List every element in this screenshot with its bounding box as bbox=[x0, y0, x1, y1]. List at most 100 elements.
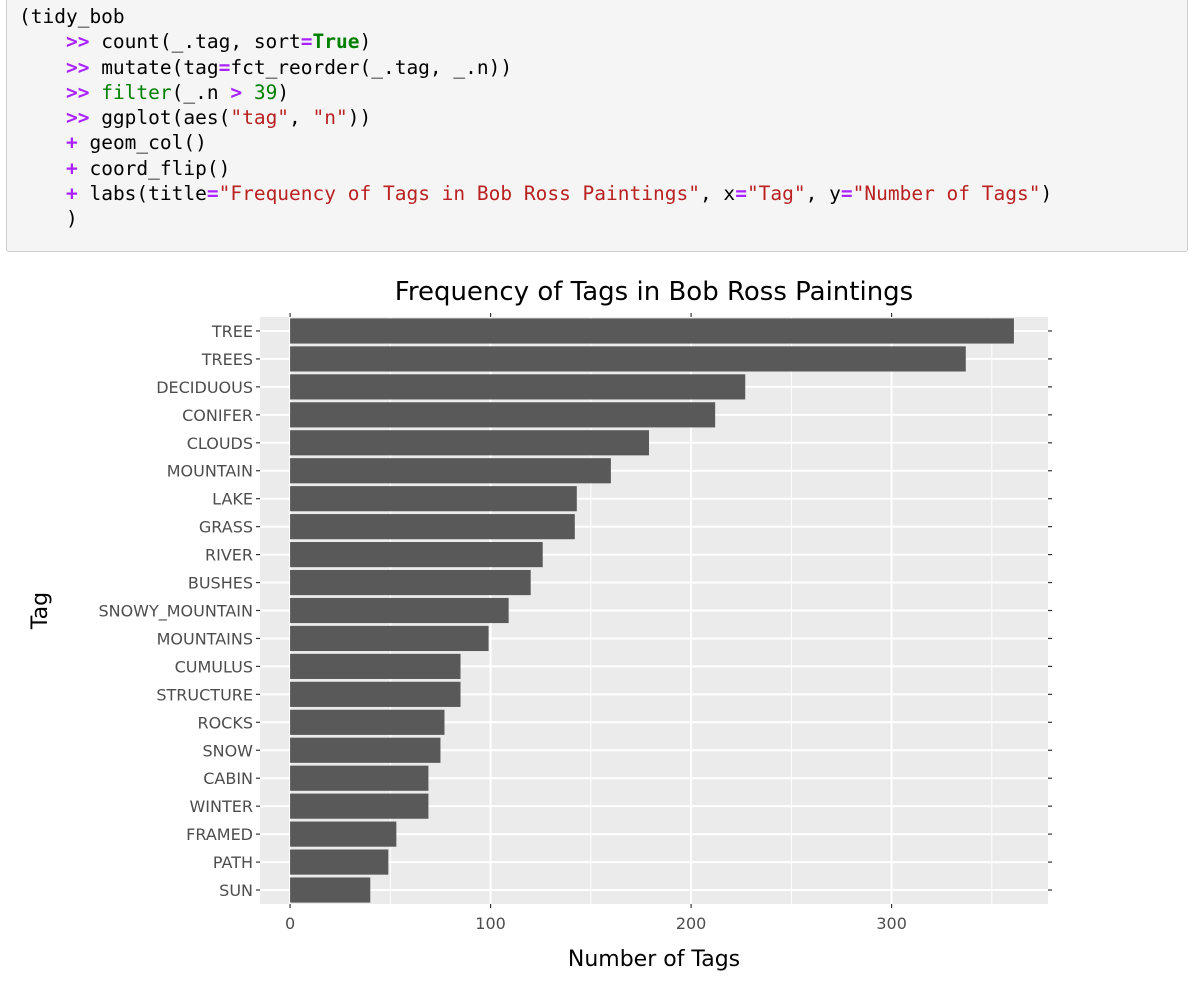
code-token: True bbox=[312, 30, 360, 54]
code-line: + labs(title="Frequency of Tags in Bob R… bbox=[19, 181, 1052, 206]
y-tick-label: BUSHES bbox=[188, 574, 253, 593]
code-token: count(_.tag, sort bbox=[89, 30, 301, 54]
x-tick-label: 200 bbox=[676, 914, 707, 933]
bar-river bbox=[290, 542, 543, 568]
code-token: labs(title bbox=[77, 182, 207, 206]
code-token: filter bbox=[101, 80, 172, 104]
y-tick-label: STRUCTURE bbox=[156, 685, 253, 704]
code-token bbox=[242, 81, 254, 104]
code-token: "Frequency of Tags in Bob Ross Paintings… bbox=[218, 182, 700, 206]
code-line: >> filter(_.n > 39) bbox=[19, 80, 1052, 105]
bar-cumulus bbox=[290, 653, 461, 679]
y-tick-label: GRASS bbox=[199, 518, 253, 537]
code-token bbox=[19, 56, 66, 79]
y-tick-label: MOUNTAINS bbox=[157, 629, 253, 648]
bar-snowy-mountain bbox=[290, 597, 509, 624]
code-line: >> count(_.tag, sort=True) bbox=[19, 29, 1052, 54]
code-editor[interactable]: (tidy_bob >> count(_.tag, sort=True) >> … bbox=[19, 4, 1052, 232]
code-token bbox=[19, 131, 66, 154]
bar-mountains bbox=[290, 625, 489, 652]
code-token: mutate(tag bbox=[89, 55, 219, 79]
code-token: = bbox=[300, 30, 313, 54]
code-token: (_.n bbox=[171, 80, 231, 104]
code-line: (tidy_bob bbox=[19, 4, 1052, 29]
code-token: , x bbox=[699, 182, 736, 206]
y-tick-label: LAKE bbox=[212, 490, 253, 509]
code-line: + geom_col() bbox=[19, 130, 1052, 155]
code-token: ) bbox=[19, 207, 78, 231]
y-tick-label: ROCKS bbox=[197, 713, 253, 732]
code-token bbox=[19, 106, 66, 129]
code-line: + coord_flip() bbox=[19, 156, 1052, 181]
code-token bbox=[19, 157, 66, 180]
code-token: 39 bbox=[253, 80, 278, 104]
code-token: >> bbox=[65, 80, 90, 104]
code-token: >> bbox=[65, 106, 90, 130]
y-tick-label: DECIDUOUS bbox=[156, 378, 253, 397]
code-token: + bbox=[65, 131, 78, 155]
bar-lake bbox=[290, 486, 577, 512]
y-tick-label: SUN bbox=[219, 881, 253, 900]
code-token: )) bbox=[347, 106, 372, 130]
x-tick-label: 100 bbox=[475, 914, 506, 933]
code-token: >> bbox=[65, 30, 90, 54]
code-token: = bbox=[840, 182, 853, 206]
bar-sun bbox=[290, 877, 371, 903]
code-token: geom_col() bbox=[77, 131, 207, 155]
bar-trees bbox=[290, 346, 966, 372]
y-tick-label: CONIFER bbox=[182, 406, 253, 425]
code-token: ggplot(aes( bbox=[89, 106, 231, 130]
code-token: fct_reorder(_.tag, _.n)) bbox=[230, 55, 513, 79]
code-token bbox=[19, 30, 66, 53]
bar-cabin bbox=[290, 765, 429, 791]
bar-grass bbox=[290, 514, 575, 540]
code-token: > bbox=[230, 80, 243, 104]
code-token: ) bbox=[277, 80, 290, 104]
bar-framed bbox=[290, 821, 397, 847]
bar-chart: TREE TREES DECIDUOUS CONIFER CLOUDS MOUNTAIN L… bbox=[28, 277, 1052, 972]
bar-path bbox=[290, 849, 389, 875]
bar-clouds bbox=[290, 430, 649, 456]
bar-conifer bbox=[290, 402, 716, 428]
code-line: >> ggplot(aes("tag", "n")) bbox=[19, 105, 1052, 130]
y-tick-label: CLOUDS bbox=[187, 434, 253, 453]
y-tick-label: CABIN bbox=[203, 769, 253, 788]
bar-winter bbox=[290, 793, 429, 819]
code-token bbox=[89, 81, 101, 104]
code-token: = bbox=[218, 55, 231, 79]
x-tick-label: 300 bbox=[876, 914, 907, 933]
bar-deciduous bbox=[290, 374, 746, 400]
code-token: = bbox=[206, 182, 219, 206]
code-cell[interactable]: (tidy_bob >> count(_.tag, sort=True) >> … bbox=[6, 0, 1188, 252]
bar-mountain bbox=[290, 458, 611, 484]
code-token: coord_flip() bbox=[77, 156, 231, 180]
x-axis-label: Number of Tags bbox=[568, 947, 740, 972]
chart-title: Frequency of Tags in Bob Ross Paintings bbox=[395, 277, 913, 307]
bar-tree bbox=[290, 318, 1014, 344]
code-token: "tag" bbox=[230, 106, 290, 130]
code-token: "Number of Tags" bbox=[852, 182, 1041, 206]
code-token: ) bbox=[1040, 182, 1053, 206]
y-tick-label: SNOW bbox=[202, 741, 253, 760]
y-axis-label: Tag bbox=[28, 592, 53, 630]
y-tick-label: CUMULUS bbox=[175, 657, 253, 676]
y-tick-label: TREES bbox=[201, 350, 253, 369]
y-tick-label: SNOWY_MOUNTAIN bbox=[98, 602, 253, 622]
code-token: "Tag" bbox=[746, 182, 806, 206]
y-tick-label: MOUNTAIN bbox=[167, 462, 253, 481]
code-token: , y bbox=[805, 182, 841, 206]
code-token: "n" bbox=[312, 106, 348, 130]
code-token: + bbox=[65, 182, 78, 206]
bar-snow bbox=[290, 737, 441, 763]
y-tick-label: RIVER bbox=[205, 546, 253, 565]
code-token: , bbox=[289, 106, 313, 130]
y-tick-label: TREE bbox=[211, 322, 253, 341]
x-tick-label: 0 bbox=[285, 914, 295, 933]
bar-rocks bbox=[290, 709, 445, 735]
code-token bbox=[19, 182, 66, 205]
code-line: >> mutate(tag=fct_reorder(_.tag, _.n)) bbox=[19, 55, 1052, 80]
y-tick-label: WINTER bbox=[189, 797, 253, 816]
code-token: ) bbox=[359, 30, 372, 54]
code-token: + bbox=[65, 156, 78, 180]
code-token bbox=[19, 81, 66, 104]
